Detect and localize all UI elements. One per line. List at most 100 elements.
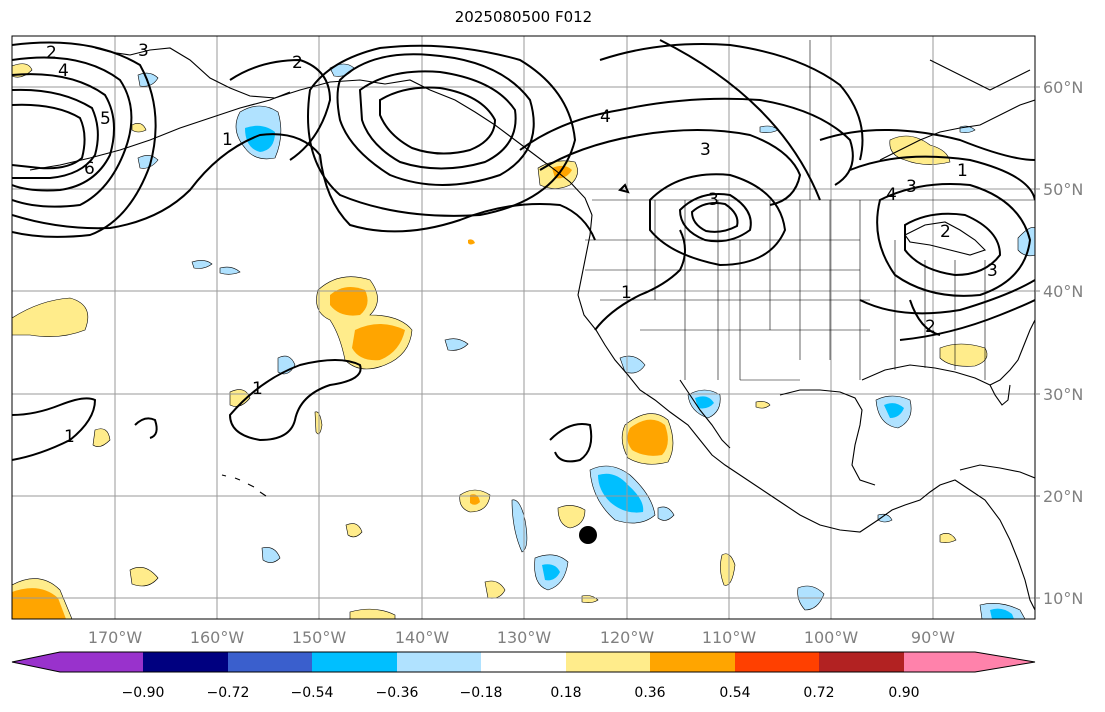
colorbar-tick-label: 0.18 <box>550 685 581 701</box>
shade-positive-strong <box>470 494 480 505</box>
shade-negative <box>191 260 213 269</box>
contour-label: 3 <box>906 177 917 197</box>
shade-negative-strong <box>884 403 904 418</box>
contour-label: 3 <box>708 190 719 210</box>
lon-label-150w: 150°W <box>292 628 347 647</box>
shade-negative <box>877 513 893 523</box>
shade-positive-strong <box>352 324 405 361</box>
colorbar-segment <box>143 652 228 672</box>
contour-label: 1 <box>621 283 632 303</box>
colorbar-tick-label: 0.72 <box>803 685 834 701</box>
lon-label-170w: 170°W <box>88 628 143 647</box>
shade-positive <box>755 401 771 409</box>
contour-label-group: 2 3 4 5 6 1 2 4 3 3 4 3 1 2 3 1 1 1 2 <box>46 41 998 447</box>
lat-labels: 60°N 50°N 40°N 30°N 20°N 10°N <box>1043 78 1083 608</box>
colorbar-tick-label: −0.72 <box>207 685 250 701</box>
lat-label-40n: 40°N <box>1043 282 1083 301</box>
shade-positive <box>939 533 957 543</box>
shade-positive <box>92 428 111 447</box>
lon-label-130w: 130°W <box>497 628 552 647</box>
shade-negative <box>444 338 469 351</box>
shade-positive <box>345 523 363 538</box>
contour-label: 2 <box>925 317 936 337</box>
shade-negative-strong <box>245 125 275 152</box>
lat-label-20n: 20°N <box>1043 487 1083 506</box>
shade-negative-strong <box>990 608 1014 619</box>
colorbar-tick-label: 0.90 <box>888 685 919 701</box>
colorbar-segment <box>650 652 735 672</box>
colorbar-segment <box>481 652 566 672</box>
shade-negative-strong <box>598 473 644 513</box>
colorbar-segment <box>904 652 1035 672</box>
shade-negative-strong <box>542 564 560 581</box>
shade-positive <box>581 595 599 603</box>
shade-negative <box>1017 227 1035 257</box>
colorbar-segment <box>228 652 312 672</box>
contour-lines <box>12 39 1035 463</box>
colorbar-segment <box>397 652 481 672</box>
shade-positive <box>12 297 89 337</box>
contour-label: 3 <box>138 41 149 61</box>
shade-negative-strong <box>695 396 714 409</box>
colorbar-segment <box>312 652 397 672</box>
map-title: 2025080500 F012 <box>454 8 593 26</box>
lat-label-60n: 60°N <box>1043 78 1083 97</box>
colorbar-segment <box>819 652 904 672</box>
shade-negative <box>261 547 281 563</box>
lon-label-160w: 160°W <box>190 628 245 647</box>
colorbar-tick-label: −0.36 <box>376 685 419 701</box>
shade-positive-strong <box>627 419 668 456</box>
contour-label: 4 <box>58 61 69 81</box>
shade-positive-strong <box>12 588 66 619</box>
contour-label: 2 <box>940 222 951 242</box>
contour-label: 2 <box>292 53 303 73</box>
colorbar: −0.90 −0.72 −0.54 −0.36 −0.18 0.18 0.36 … <box>11 651 1036 701</box>
contour-label: 4 <box>886 185 897 205</box>
contour-label: 4 <box>600 107 611 127</box>
lon-label-110w: 110°W <box>702 628 757 647</box>
contour-label: 1 <box>252 379 263 399</box>
colorbar-segment <box>566 652 650 672</box>
shade-positive <box>349 608 396 619</box>
colorbar-segments <box>12 652 1035 672</box>
colorbar-tick-labels: −0.90 −0.72 −0.54 −0.36 −0.18 0.18 0.36 … <box>122 685 920 701</box>
shade-negative <box>511 499 528 553</box>
contour-label: 1 <box>222 130 233 150</box>
storm-center-dot <box>579 526 597 544</box>
colorbar-tick-label: −0.18 <box>460 685 503 701</box>
shade-negative <box>219 266 241 275</box>
shade-positive-strong <box>330 286 368 316</box>
shade-positive <box>131 123 147 133</box>
lon-label-120w: 120°W <box>600 628 655 647</box>
lon-label-100w: 100°W <box>804 628 859 647</box>
lat-label-30n: 30°N <box>1043 385 1083 404</box>
contour-label: 3 <box>987 261 998 281</box>
colorbar-tick-label: −0.90 <box>122 685 165 701</box>
coastlines <box>29 47 1035 611</box>
shade-negative <box>137 155 159 169</box>
graticule <box>12 36 1035 619</box>
colorbar-tick-label: 0.54 <box>719 685 750 701</box>
shade-negative <box>619 355 646 374</box>
lon-label-90w: 90°W <box>911 628 955 647</box>
colorbar-outline <box>11 651 1036 673</box>
contour-label: 6 <box>84 159 95 179</box>
lat-ticks <box>1035 86 1040 599</box>
lon-labels: 170°W 160°W 150°W 140°W 130°W 120°W 110°… <box>88 628 955 647</box>
colorbar-tick-label: −0.54 <box>291 685 334 701</box>
shade-positive <box>939 343 988 367</box>
contour-label: 1 <box>64 427 75 447</box>
lat-label-50n: 50°N <box>1043 180 1083 199</box>
map-content: 2 3 4 5 6 1 2 4 3 3 4 3 1 2 3 1 1 1 2 <box>12 36 1035 619</box>
map-frame <box>11 35 1036 620</box>
contour-label: 3 <box>700 140 711 160</box>
contour-label: 2 <box>46 43 57 63</box>
colorbar-tick-label: 0.36 <box>634 685 665 701</box>
colorbar-segment <box>735 652 819 672</box>
shade-negative <box>657 506 675 521</box>
shade-positive <box>557 505 586 529</box>
shade-positive-strong <box>468 239 475 245</box>
contour-label: 1 <box>957 161 968 181</box>
contour-label: 5 <box>100 109 111 129</box>
lat-label-10n: 10°N <box>1043 589 1083 608</box>
